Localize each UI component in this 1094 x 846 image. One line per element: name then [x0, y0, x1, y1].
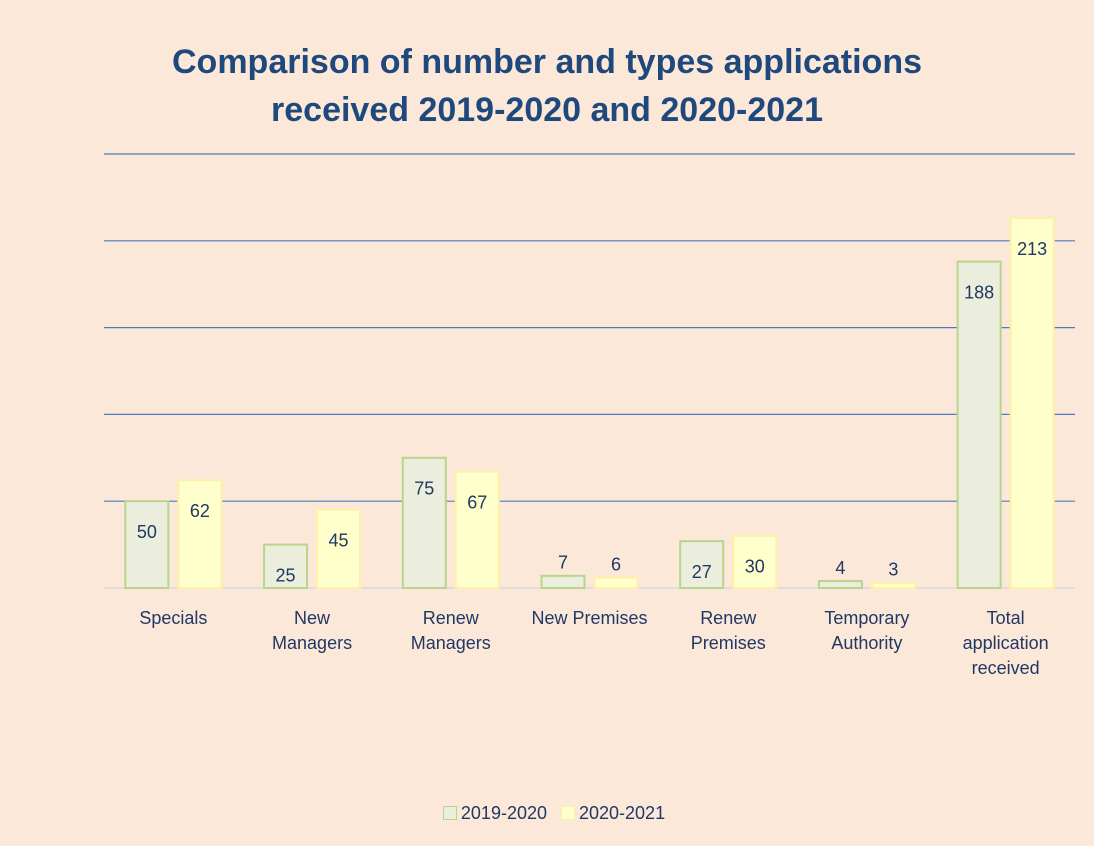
data-label: 50: [137, 522, 157, 542]
chart-title: Comparison of number and types applicati…: [172, 43, 922, 129]
data-label: 7: [558, 553, 568, 573]
bar: [956, 260, 1002, 589]
bar: [817, 580, 863, 590]
x-tick-label: Specials: [139, 608, 208, 628]
bar: [454, 470, 500, 589]
data-label: 30: [745, 557, 765, 577]
bar: [316, 508, 362, 590]
legend-label: 2019-2020: [460, 803, 547, 823]
bar: [732, 534, 778, 589]
x-tick-label: Temporary Authority: [824, 608, 910, 653]
bar: [177, 479, 223, 590]
data-label: 67: [467, 492, 487, 512]
bar: [540, 574, 586, 590]
data-label: 6: [611, 554, 621, 574]
data-label: 188: [964, 282, 994, 302]
data-label: 3: [888, 560, 898, 580]
data-label: 45: [329, 531, 349, 551]
x-tick-label: New Premises: [531, 608, 648, 628]
bar: [870, 581, 916, 589]
legend-swatch: [442, 806, 457, 820]
data-label: 25: [276, 565, 296, 585]
legend-label: 2020-2021: [579, 803, 666, 823]
data-label: 213: [1017, 239, 1047, 259]
legend: 2019-2020 2020-2021: [0, 803, 1094, 824]
x-tick-label: New Managers: [272, 608, 353, 653]
data-label: 27: [692, 562, 712, 582]
data-label: 75: [414, 479, 434, 499]
legend-swatch: [561, 806, 575, 820]
bar: [1009, 217, 1055, 589]
bar: [124, 500, 170, 590]
bar: [263, 543, 309, 589]
bar: [679, 540, 725, 589]
x-tick-label: Renew Premises: [690, 608, 766, 653]
x-tick-label: Total application received: [962, 608, 1049, 678]
data-label: 4: [835, 558, 845, 578]
x-tick-label: Renew Managers: [410, 608, 491, 653]
bar: [401, 456, 447, 589]
bar: [593, 576, 639, 589]
data-label: 62: [190, 501, 210, 521]
